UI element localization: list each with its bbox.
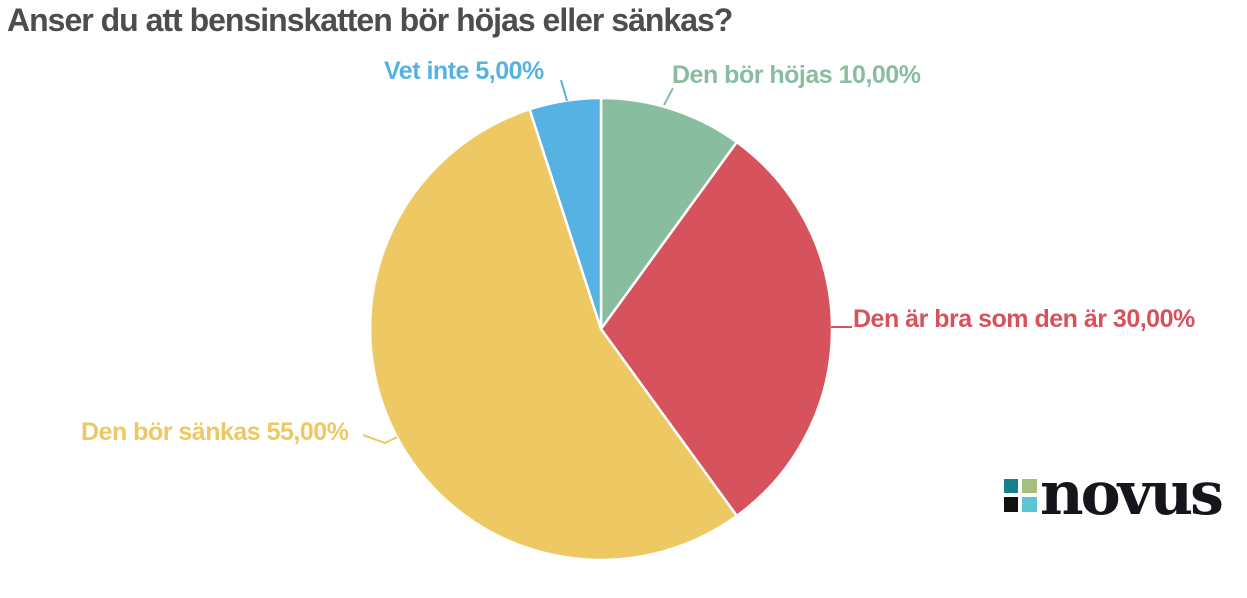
pie-label-vet-inte: Vet inte 5,00% bbox=[384, 57, 544, 85]
pie-slice-0[interactable] bbox=[599, 96, 739, 331]
logo-square-teal-icon bbox=[1004, 479, 1018, 493]
pie-label-den-bor-sankas: Den bör sänkas 55,00% bbox=[81, 418, 349, 446]
logo-square-olive-icon bbox=[1022, 479, 1037, 493]
pie-label-den-bor-hojas: Den bör höjas 10,00% bbox=[672, 61, 921, 89]
pie-slice-3[interactable] bbox=[528, 96, 603, 331]
novus-logo-squares-icon bbox=[1004, 479, 1037, 512]
pie-label-leader-3 bbox=[560, 79, 568, 102]
pie-label-den-ar-bra-som-den-ar: Den är bra som den är 30,00% bbox=[853, 305, 1195, 333]
logo-square-cyan-icon bbox=[1022, 497, 1037, 512]
logo-square-black-icon bbox=[1004, 497, 1018, 512]
chart-title: Anser du att bensinskatten bör höjas ell… bbox=[7, 2, 733, 38]
pie-slice-1[interactable] bbox=[599, 140, 834, 518]
pie-slice-2[interactable] bbox=[368, 108, 739, 562]
pie-label-leader-0 bbox=[663, 87, 674, 106]
novus-logo-text: novus bbox=[1040, 459, 1224, 529]
pie-label-leader-2 bbox=[362, 434, 398, 445]
